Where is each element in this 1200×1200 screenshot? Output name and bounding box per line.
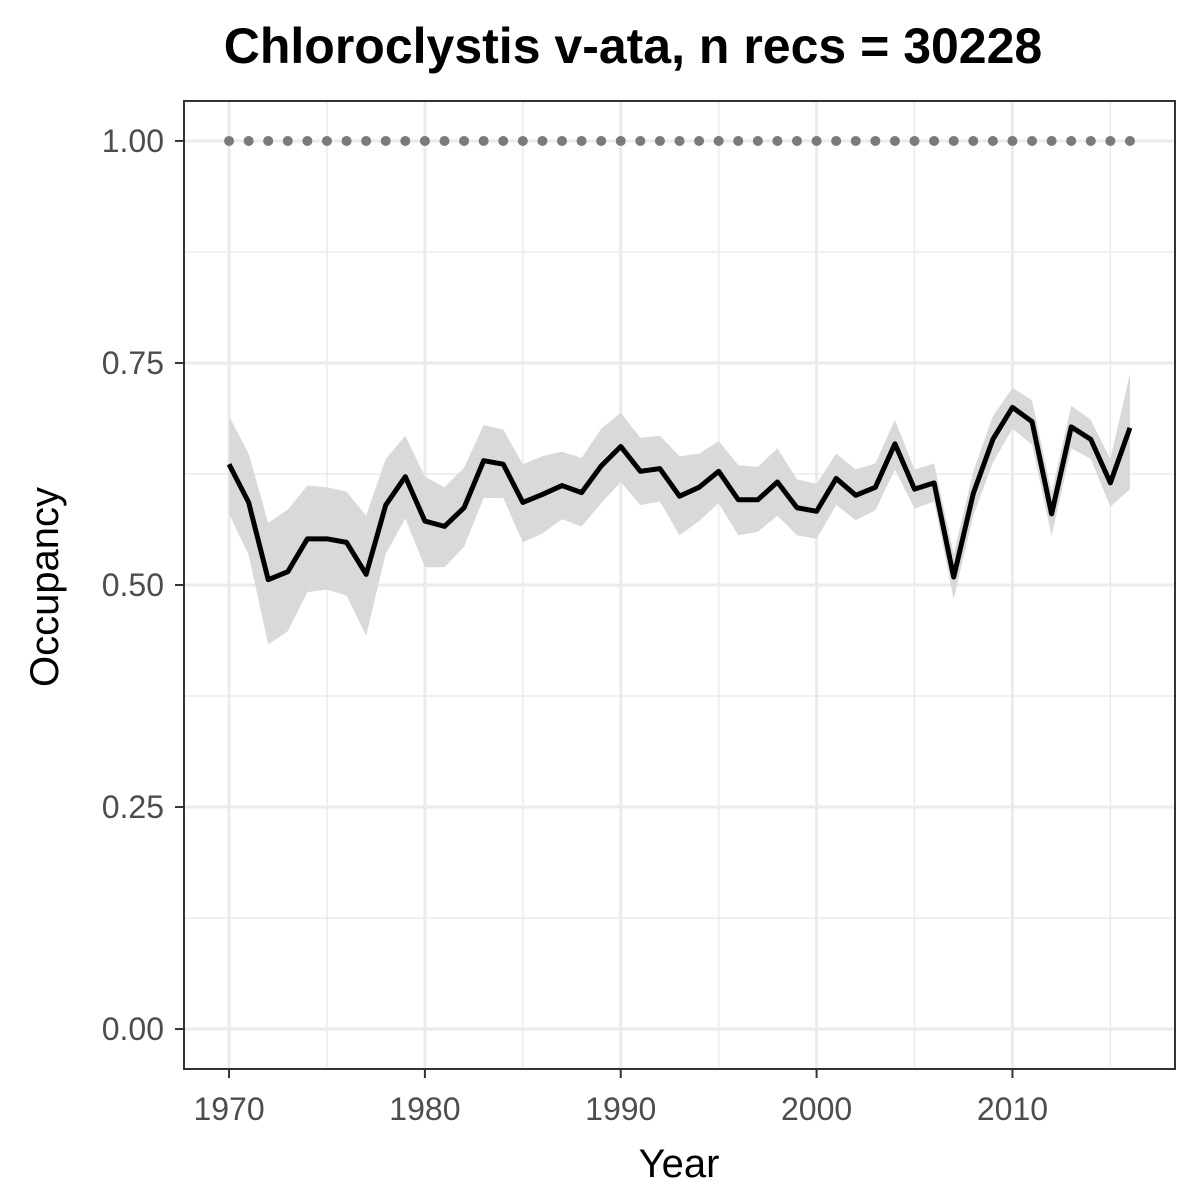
reference-points [224,135,1135,146]
reference-point [556,135,567,146]
reference-point [713,135,724,146]
reference-point [694,135,705,146]
occupancy-line [226,404,1133,583]
reference-point [615,135,626,146]
reference-point [302,135,313,146]
reference-point [243,135,254,146]
reference-point [792,135,803,146]
reference-point [733,135,744,146]
reference-point [341,135,352,146]
reference-point [1007,135,1018,146]
reference-point [459,135,470,146]
reference-point [752,135,763,146]
confidence-band [229,373,1130,645]
reference-point [224,135,235,146]
y-tick-label: 0.50 [102,567,164,603]
reference-point [674,135,685,146]
reference-point [1085,135,1096,146]
y-tick-label: 1.00 [102,123,164,159]
y-tick-label: 0.00 [102,1011,164,1047]
reference-point [478,135,489,146]
x-tick-label: 2010 [977,1091,1048,1127]
x-axis-ticks: 1970 1980 1990 2000 2010 [193,1069,1048,1127]
reference-point [498,135,509,146]
y-tick-label: 0.75 [102,345,164,381]
x-axis-title: Year [639,1142,720,1186]
reference-point [1066,135,1077,146]
reference-point [909,135,920,146]
reference-point [537,135,548,146]
reference-point [889,135,900,146]
y-axis-ticks: 0.00 0.25 0.50 0.75 1.00 [102,123,184,1047]
reference-point [929,135,940,146]
reference-point [419,135,430,146]
reference-point [870,135,881,146]
reference-point [948,135,959,146]
x-tick-label: 1970 [193,1091,264,1127]
reference-point [635,135,646,146]
reference-point [439,135,450,146]
y-axis-title: Occupancy [23,487,67,687]
x-tick-label: 2000 [781,1091,852,1127]
reference-point [772,135,783,146]
reference-point [596,135,607,146]
reference-point [811,135,822,146]
reference-point [1124,135,1135,146]
reference-point [831,135,842,146]
confidence-ribbon [229,373,1130,645]
reference-point [1046,135,1057,146]
reference-point [654,135,665,146]
x-tick-label: 1980 [389,1091,460,1127]
y-tick-label: 0.25 [102,789,164,825]
reference-point [263,135,274,146]
reference-point [1105,135,1116,146]
x-tick-label: 1990 [585,1091,656,1127]
grid-lines [184,101,1175,1069]
reference-point [850,135,861,146]
reference-point [282,135,293,146]
reference-point [1027,135,1038,146]
reference-point [380,135,391,146]
reference-point [400,135,411,146]
reference-point [517,135,528,146]
reference-point [968,135,979,146]
reference-point [321,135,332,146]
reference-point [987,135,998,146]
reference-point [576,135,587,146]
reference-point [361,135,372,146]
chart-title: Chloroclystis v-ata, n recs = 30228 [224,18,1042,74]
occupancy-series-line [226,404,1133,583]
